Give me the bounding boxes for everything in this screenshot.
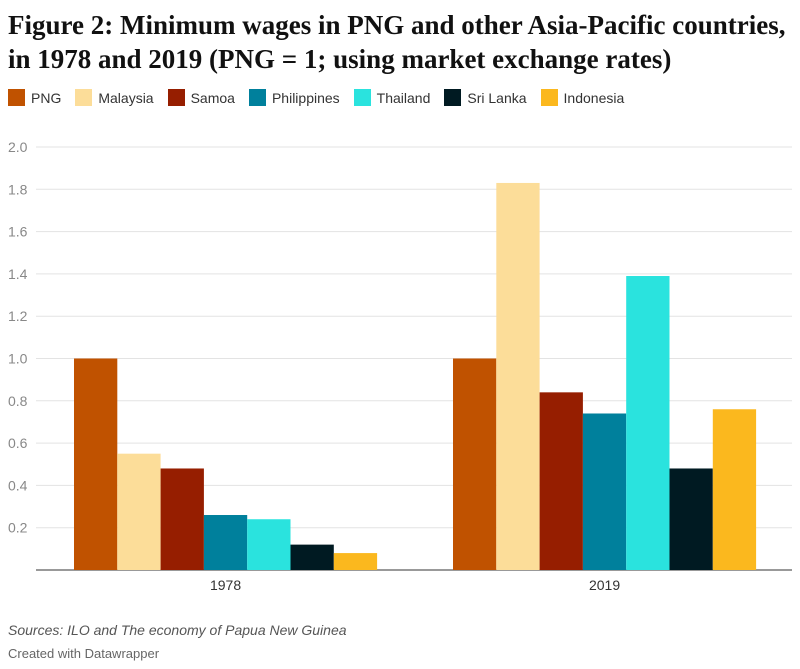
legend-item: Malaysia <box>75 89 154 106</box>
legend-label: Samoa <box>190 89 235 106</box>
legend-item: Indonesia <box>540 89 625 106</box>
bar-thailand-2019 <box>626 276 670 570</box>
y-tick-label: 0.4 <box>8 477 28 493</box>
legend-item: PNG <box>8 89 61 106</box>
legend-swatch <box>248 89 266 106</box>
y-tick-label: 1.4 <box>8 266 28 282</box>
y-tick-label: 2.0 <box>8 139 28 155</box>
y-tick-label: 1.6 <box>8 224 28 240</box>
x-tick-label: 2019 <box>589 577 620 593</box>
legend-item: Sri Lanka <box>444 89 527 106</box>
bar-samoa-2019 <box>539 392 583 570</box>
bar-indonesia-1978 <box>333 553 378 570</box>
bar-sri-lanka-2019 <box>669 468 713 570</box>
legend-swatch <box>444 89 462 106</box>
legend-label: Indonesia <box>563 89 625 106</box>
bar-sri-lanka-1978 <box>290 544 334 570</box>
legend-swatch <box>540 89 558 106</box>
bar-png-1978 <box>74 358 118 570</box>
bar-philippines-1978 <box>203 515 248 570</box>
y-tick-label: 0.8 <box>8 393 28 409</box>
legend-swatch <box>75 89 93 106</box>
legend-label: Philippines <box>271 89 340 106</box>
legend-item: Philippines <box>248 89 340 106</box>
bar-malaysia-1978 <box>117 453 161 570</box>
source-note: Sources: ILO and The economy of Papua Ne… <box>8 622 347 638</box>
legend: PNG Malaysia Samoa Philippines Thailand Sri L… <box>8 89 624 106</box>
bar-philippines-2019 <box>582 413 627 570</box>
legend-label: Malaysia <box>98 89 154 106</box>
bar-thailand-1978 <box>247 519 291 570</box>
y-tick-label: 1.0 <box>8 351 28 367</box>
y-tick-label: 0.6 <box>8 435 28 451</box>
credit-note: Created with Datawrapper <box>8 646 160 661</box>
legend-swatch <box>8 89 25 106</box>
bar-samoa-1978 <box>160 468 204 570</box>
y-tick-label: 1.2 <box>8 308 28 324</box>
y-tick-label: 1.8 <box>8 181 28 197</box>
y-tick-label: 0.2 <box>8 520 28 536</box>
legend-item: Thailand <box>353 89 431 106</box>
x-tick-label: 1978 <box>210 577 241 593</box>
legend-label: Sri Lanka <box>467 89 527 106</box>
bar-png-2019 <box>453 358 497 570</box>
legend-label: Thailand <box>376 89 431 106</box>
bar-malaysia-2019 <box>496 182 540 570</box>
legend-label: PNG <box>31 89 62 106</box>
legend-swatch <box>353 89 371 106</box>
legend-swatch <box>167 89 185 106</box>
legend-item: Samoa <box>167 89 235 106</box>
bar-indonesia-2019 <box>712 409 757 570</box>
chart-title: Figure 2: Minimum wages in PNG and other… <box>8 10 786 74</box>
